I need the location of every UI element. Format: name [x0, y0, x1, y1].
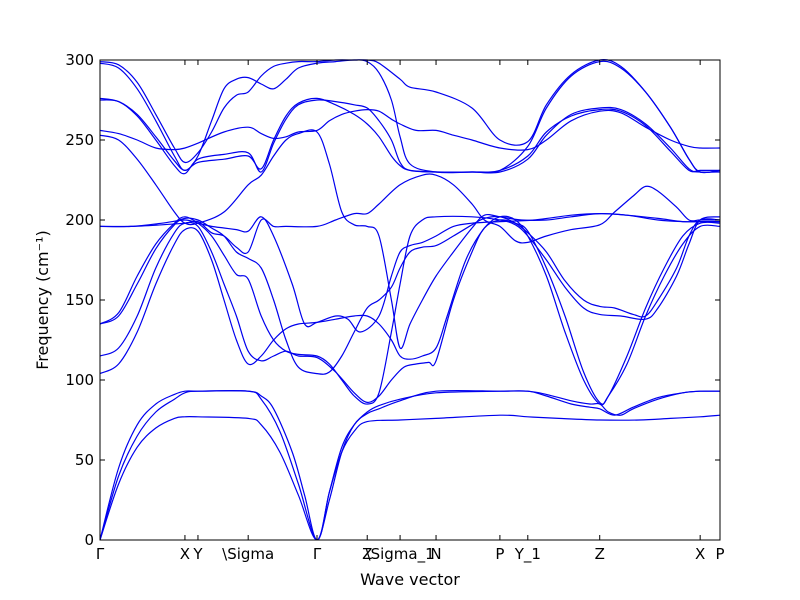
x-axis-label: Wave vector — [360, 570, 460, 589]
x-tick-label: Z — [595, 545, 605, 563]
x-tick-label: Z — [362, 545, 372, 563]
band-line-5 — [100, 219, 720, 405]
x-tick-label: P — [715, 545, 724, 563]
x-tick-label: N — [430, 545, 441, 563]
band-line-2 — [100, 389, 720, 540]
x-tick-label: \Sigma_1 — [366, 545, 435, 564]
y-tick-label: 150 — [65, 291, 94, 309]
x-tick-label: Y — [192, 545, 203, 563]
x-tick-label: Γ — [96, 545, 105, 563]
band-line-11 — [100, 108, 720, 151]
y-tick-label: 0 — [84, 531, 94, 549]
y-tick-label: 200 — [65, 211, 94, 229]
y-tick-label: 100 — [65, 371, 94, 389]
plot-frame — [99, 59, 721, 541]
x-tick-label: X — [695, 545, 705, 563]
x-tick-label: Γ — [313, 545, 322, 563]
x-tick-label: P — [495, 545, 504, 563]
y-tick-label: 300 — [65, 51, 94, 69]
x-tick-label: X — [180, 545, 190, 563]
band-line-9 — [100, 212, 720, 333]
band-line-10 — [100, 129, 720, 350]
band-line-4 — [100, 215, 720, 406]
x-tick-label: Y_1 — [514, 545, 541, 564]
band-line-6 — [100, 215, 720, 375]
band-line-3 — [100, 414, 720, 540]
band-line-7 — [100, 215, 720, 405]
y-tick-label: 250 — [65, 131, 94, 149]
y-tick-label: 50 — [75, 451, 94, 469]
y-axis-label: Frequency (cm⁻¹) — [33, 230, 52, 369]
band-line-8 — [100, 173, 720, 255]
x-tick-label: \Sigma — [222, 545, 274, 563]
